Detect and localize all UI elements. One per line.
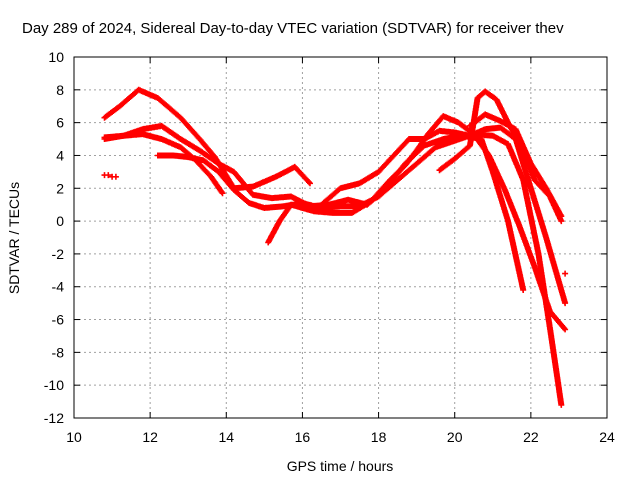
series-markers xyxy=(101,172,569,277)
series-markers xyxy=(154,131,565,408)
y-axis-label: SDTVAR / TECUs xyxy=(6,182,22,294)
x-tick-label: 18 xyxy=(371,429,387,445)
grid-layer xyxy=(74,57,607,418)
x-tick-label: 24 xyxy=(599,429,615,445)
y-tick-label: 6 xyxy=(56,115,64,131)
y-tick-label: 10 xyxy=(48,49,64,65)
y-tick-label: -12 xyxy=(44,410,64,426)
chart-title: Day 289 of 2024, Sidereal Day-to-day VTE… xyxy=(22,20,564,37)
x-tick-label: 10 xyxy=(66,429,82,445)
y-tick-label: 4 xyxy=(56,147,64,163)
x-tick-label: 20 xyxy=(447,429,463,445)
y-tick-label: -4 xyxy=(52,279,65,295)
series-track-4 xyxy=(154,131,565,408)
series-markers xyxy=(466,111,565,220)
series-isolated xyxy=(101,172,569,277)
series-track-8 xyxy=(466,111,565,220)
x-tick-label: 12 xyxy=(142,429,158,445)
x-tick-label: 16 xyxy=(295,429,311,445)
y-tick-label: -2 xyxy=(52,246,65,262)
x-axis-label: GPS time / hours xyxy=(287,458,394,474)
y-tick-label: 8 xyxy=(56,82,64,98)
y-tick-label: -6 xyxy=(52,312,65,328)
x-tick-label: 14 xyxy=(218,429,234,445)
y-tick-label: 0 xyxy=(56,213,64,229)
y-tick-label: 2 xyxy=(56,180,64,196)
y-tick-label: -10 xyxy=(44,377,64,393)
x-tick-label: 22 xyxy=(523,429,539,445)
points-layer xyxy=(101,86,569,408)
y-tick-label: -8 xyxy=(52,344,65,360)
plot-frame xyxy=(73,56,608,419)
